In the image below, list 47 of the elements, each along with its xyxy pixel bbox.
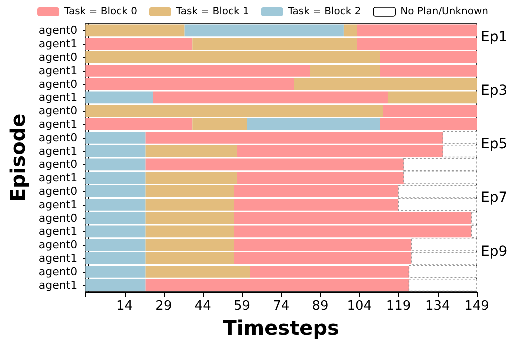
bar bbox=[184, 24, 344, 37]
text: Ep7 bbox=[481, 190, 508, 206]
y-tick-label: agent0 bbox=[38, 212, 78, 225]
bar bbox=[247, 118, 380, 130]
y-tick-label: agent0 bbox=[38, 238, 78, 252]
bar bbox=[86, 24, 185, 37]
text: Ep1 bbox=[481, 29, 508, 46]
x-tick-label: 29 bbox=[156, 299, 172, 314]
bar bbox=[86, 92, 154, 104]
y-tick-label: agent1 bbox=[38, 144, 78, 158]
text: Ep9 bbox=[481, 244, 508, 260]
bar bbox=[146, 145, 237, 158]
x-tick-label: 119 bbox=[386, 299, 412, 314]
y-tick-label: agent1 bbox=[38, 225, 78, 238]
y-tick-label: agent1 bbox=[38, 91, 78, 104]
legend-label: No Plan/Unknown bbox=[400, 6, 488, 18]
y-tick-label: agent1 bbox=[38, 172, 78, 185]
y-tick-label: agent0 bbox=[38, 185, 78, 198]
text: Ep5 bbox=[481, 136, 508, 153]
x-tick-label: 74 bbox=[273, 299, 290, 314]
bar bbox=[86, 38, 193, 50]
y-tick-label: agent0 bbox=[38, 131, 78, 144]
x-tick-label: 14 bbox=[116, 299, 134, 314]
y-tick-label: agent1 bbox=[38, 252, 78, 265]
y-tick-label: agent1 bbox=[38, 278, 78, 292]
legend-label: Task = Block 0 bbox=[64, 6, 138, 18]
y-tick-label: agent0 bbox=[38, 51, 78, 64]
y-tick-label: agent1 bbox=[38, 118, 78, 131]
y-tick-label: agent1 bbox=[38, 64, 78, 78]
x-tick-label: 44 bbox=[194, 299, 212, 314]
x-tick-label: 89 bbox=[312, 299, 329, 314]
x-tick-label: 59 bbox=[234, 299, 250, 314]
x-tick-label: 104 bbox=[347, 299, 372, 314]
y-tick-label: agent0 bbox=[38, 78, 78, 91]
legend-label: Task = Block 1 bbox=[175, 6, 250, 18]
y-tick-label: agent0 bbox=[38, 24, 78, 38]
y-tick-label: agent0 bbox=[38, 265, 78, 278]
text: Ep3 bbox=[481, 83, 508, 99]
y-axis-title: Episode bbox=[6, 114, 30, 202]
y-tick-label: agent1 bbox=[38, 198, 78, 212]
y-tick-label: agent1 bbox=[38, 38, 78, 51]
x-tick-label: 134 bbox=[425, 299, 450, 314]
x-tick-label: 149 bbox=[464, 299, 490, 314]
legend-label: Task = Block 2 bbox=[287, 6, 362, 18]
x-axis-title: Timesteps bbox=[223, 316, 340, 340]
y-tick-label: agent0 bbox=[38, 158, 78, 172]
y-tick-label: agent0 bbox=[38, 104, 78, 118]
